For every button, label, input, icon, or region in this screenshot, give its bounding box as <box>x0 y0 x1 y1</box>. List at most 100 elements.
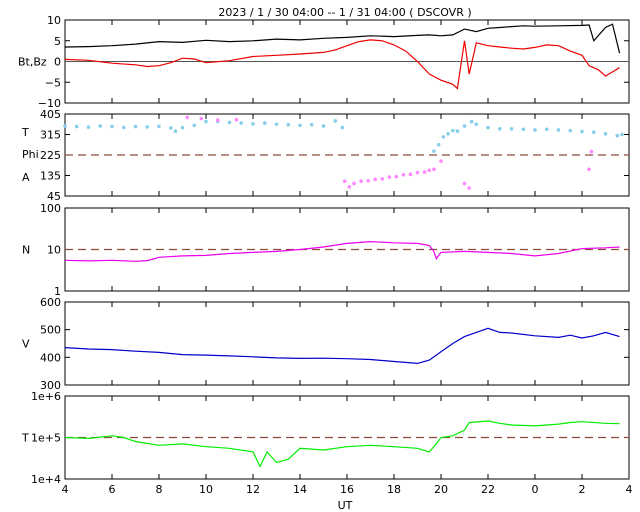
point-phi <box>580 129 584 134</box>
point-phi <box>192 123 197 128</box>
point-phi <box>121 125 126 130</box>
x-tick-label: 12 <box>246 483 260 496</box>
point-phi <box>251 121 255 126</box>
chart-title: 2023 / 1 / 30 04:00 -- 1 / 31 04:00 ( DS… <box>218 6 471 19</box>
y-axis-label: V <box>22 338 30 351</box>
point-phi <box>180 125 185 130</box>
point-phi <box>239 121 244 125</box>
point-phi <box>309 122 314 127</box>
point-phi <box>63 124 67 128</box>
series-line-bz <box>64 39 620 90</box>
x-tick-label: 4 <box>626 483 633 496</box>
point-a <box>234 117 239 122</box>
point-phi <box>615 133 620 138</box>
point-a <box>387 175 392 179</box>
y-tick-label: 1e+5 <box>31 432 61 445</box>
point-phi <box>340 125 345 130</box>
point-phi <box>298 123 302 128</box>
y-tick-label: 45 <box>47 190 61 203</box>
point-a <box>408 172 413 177</box>
point-phi <box>462 124 467 128</box>
point-a <box>215 118 220 122</box>
point-phi <box>274 122 279 127</box>
series-line-n <box>64 240 620 262</box>
y-tick-label: 10 <box>47 14 61 27</box>
x-tick-label: 22 <box>481 483 495 496</box>
point-a <box>422 170 427 174</box>
y-tick-label: 10 <box>47 244 61 257</box>
point-a <box>427 168 432 173</box>
point-phi <box>441 134 446 139</box>
point-a <box>366 178 370 183</box>
y-tick-label: −5 <box>45 76 61 89</box>
point-phi <box>450 128 455 133</box>
point-a <box>347 185 352 189</box>
point-phi <box>533 128 537 132</box>
y-tick-label: 600 <box>40 296 61 309</box>
point-a <box>394 174 399 179</box>
point-phi <box>603 132 608 136</box>
series-line-v <box>64 327 620 365</box>
point-phi <box>469 119 474 124</box>
point-a <box>467 186 472 190</box>
point-a <box>352 181 356 186</box>
y-tick-label: 405 <box>40 108 61 121</box>
x-tick-label: 6 <box>109 483 116 496</box>
point-phi <box>509 127 514 131</box>
x-tick-label: 2 <box>579 483 586 496</box>
point-a <box>185 115 189 120</box>
point-a <box>373 177 378 182</box>
point-a <box>462 181 467 186</box>
point-a <box>342 179 347 183</box>
point-phi <box>591 130 596 135</box>
y-axis-label: T <box>21 432 29 445</box>
y-axis-label: Phi <box>22 148 39 161</box>
point-phi <box>133 124 138 129</box>
point-phi <box>286 122 291 127</box>
point-phi <box>432 149 436 153</box>
point-phi <box>110 124 114 129</box>
y-tick-label: 315 <box>40 129 61 142</box>
point-phi <box>486 125 490 130</box>
point-phi <box>145 125 150 129</box>
y-tick-label: −10 <box>38 97 61 110</box>
y-tick-label: 0 <box>54 56 61 69</box>
point-phi <box>455 129 460 133</box>
point-phi <box>157 124 161 129</box>
point-phi <box>173 129 178 133</box>
y-tick-label: 100 <box>40 202 61 215</box>
point-phi <box>86 125 91 130</box>
x-tick-label: 10 <box>199 483 213 496</box>
y-tick-label: 1e+6 <box>31 390 61 403</box>
point-phi <box>227 120 232 125</box>
x-tick-label: 18 <box>387 483 401 496</box>
point-phi <box>74 124 79 129</box>
series-line-t <box>64 420 620 468</box>
point-phi <box>168 126 173 130</box>
y-axis-label: A <box>22 171 30 184</box>
y-tick-label: 135 <box>40 170 61 183</box>
y-tick-label: 5 <box>54 35 61 48</box>
x-tick-label: 8 <box>156 483 163 496</box>
x-tick-label: 0 <box>532 483 539 496</box>
point-phi <box>262 121 267 125</box>
point-a <box>359 179 363 183</box>
y-axis-label: Bt,Bz <box>18 56 47 69</box>
y-tick-label: 1e+4 <box>31 473 61 486</box>
x-tick-label: 14 <box>293 483 307 496</box>
point-phi <box>521 127 526 132</box>
point-phi <box>204 119 208 124</box>
point-a <box>439 159 443 163</box>
point-phi <box>544 127 549 132</box>
point-a <box>415 170 420 175</box>
point-a <box>587 167 591 172</box>
y-tick-label: 300 <box>40 379 61 392</box>
y-tick-label: 225 <box>40 149 61 162</box>
point-phi <box>568 128 573 133</box>
point-a <box>380 177 385 181</box>
x-axis-label: UT <box>338 499 353 512</box>
point-phi <box>620 132 624 137</box>
point-a <box>401 173 406 177</box>
point-phi <box>436 142 441 147</box>
point-phi <box>321 124 326 128</box>
